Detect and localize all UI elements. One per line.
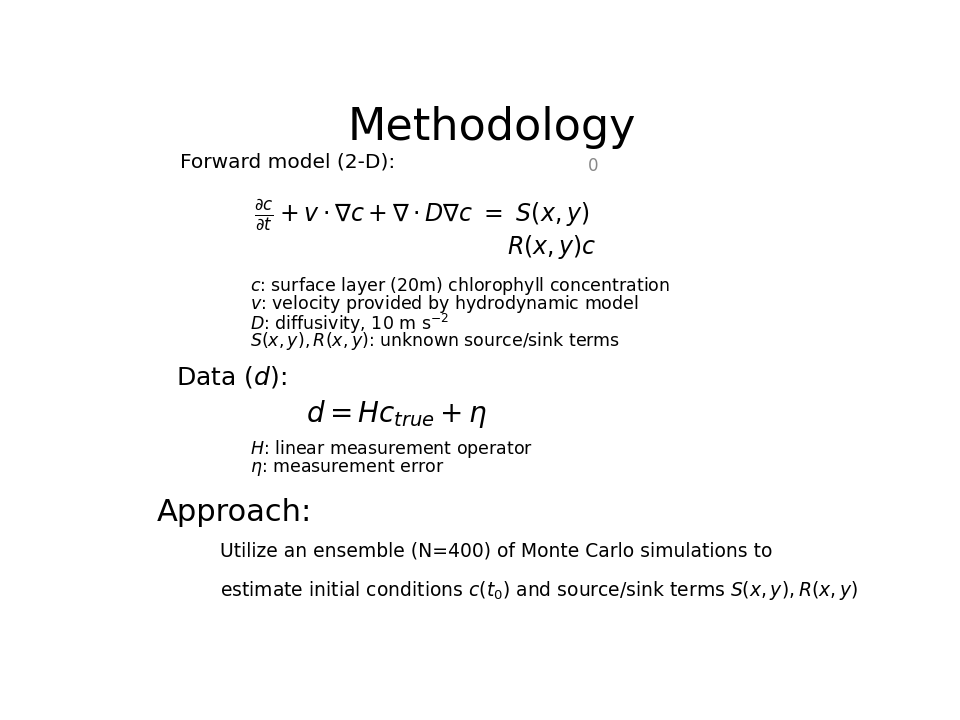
Text: Data ($d$):: Data ($d$): bbox=[176, 364, 286, 390]
Text: $0$: $0$ bbox=[587, 158, 598, 176]
Text: estimate initial conditions $c(t_0)$ and source/sink terms $S(x,y), R(x,y)$: estimate initial conditions $c(t_0)$ and… bbox=[221, 579, 858, 602]
Text: $d = Hc_{true} + \eta$: $d = Hc_{true} + \eta$ bbox=[306, 398, 488, 430]
Text: $c$: surface layer (20m) chlorophyll concentration: $c$: surface layer (20m) chlorophyll con… bbox=[251, 275, 670, 297]
Text: $\frac{\partial c}{\partial t} + v \cdot \nabla c + \nabla \cdot D\nabla c \ = \: $\frac{\partial c}{\partial t} + v \cdot… bbox=[253, 197, 589, 233]
Text: $H$: linear measurement operator: $H$: linear measurement operator bbox=[251, 438, 533, 461]
Text: $R(x, y)c$: $R(x, y)c$ bbox=[507, 233, 596, 261]
Text: Utilize an ensemble (N=400) of Monte Carlo simulations to: Utilize an ensemble (N=400) of Monte Car… bbox=[221, 541, 773, 560]
Text: $\eta$: measurement error: $\eta$: measurement error bbox=[251, 456, 444, 478]
Text: Approach:: Approach: bbox=[157, 498, 312, 527]
Text: $D$: diffusivity, 10 m s$^{-2}$: $D$: diffusivity, 10 m s$^{-2}$ bbox=[251, 312, 449, 336]
Text: Methodology: Methodology bbox=[348, 106, 636, 149]
Text: $S(x,y), R(x,y)$: unknown source/sink terms: $S(x,y), R(x,y)$: unknown source/sink te… bbox=[251, 330, 620, 352]
Text: $v$: velocity provided by hydrodynamic model: $v$: velocity provided by hydrodynamic m… bbox=[251, 293, 638, 315]
Text: Forward model (2-D):: Forward model (2-D): bbox=[180, 153, 395, 172]
